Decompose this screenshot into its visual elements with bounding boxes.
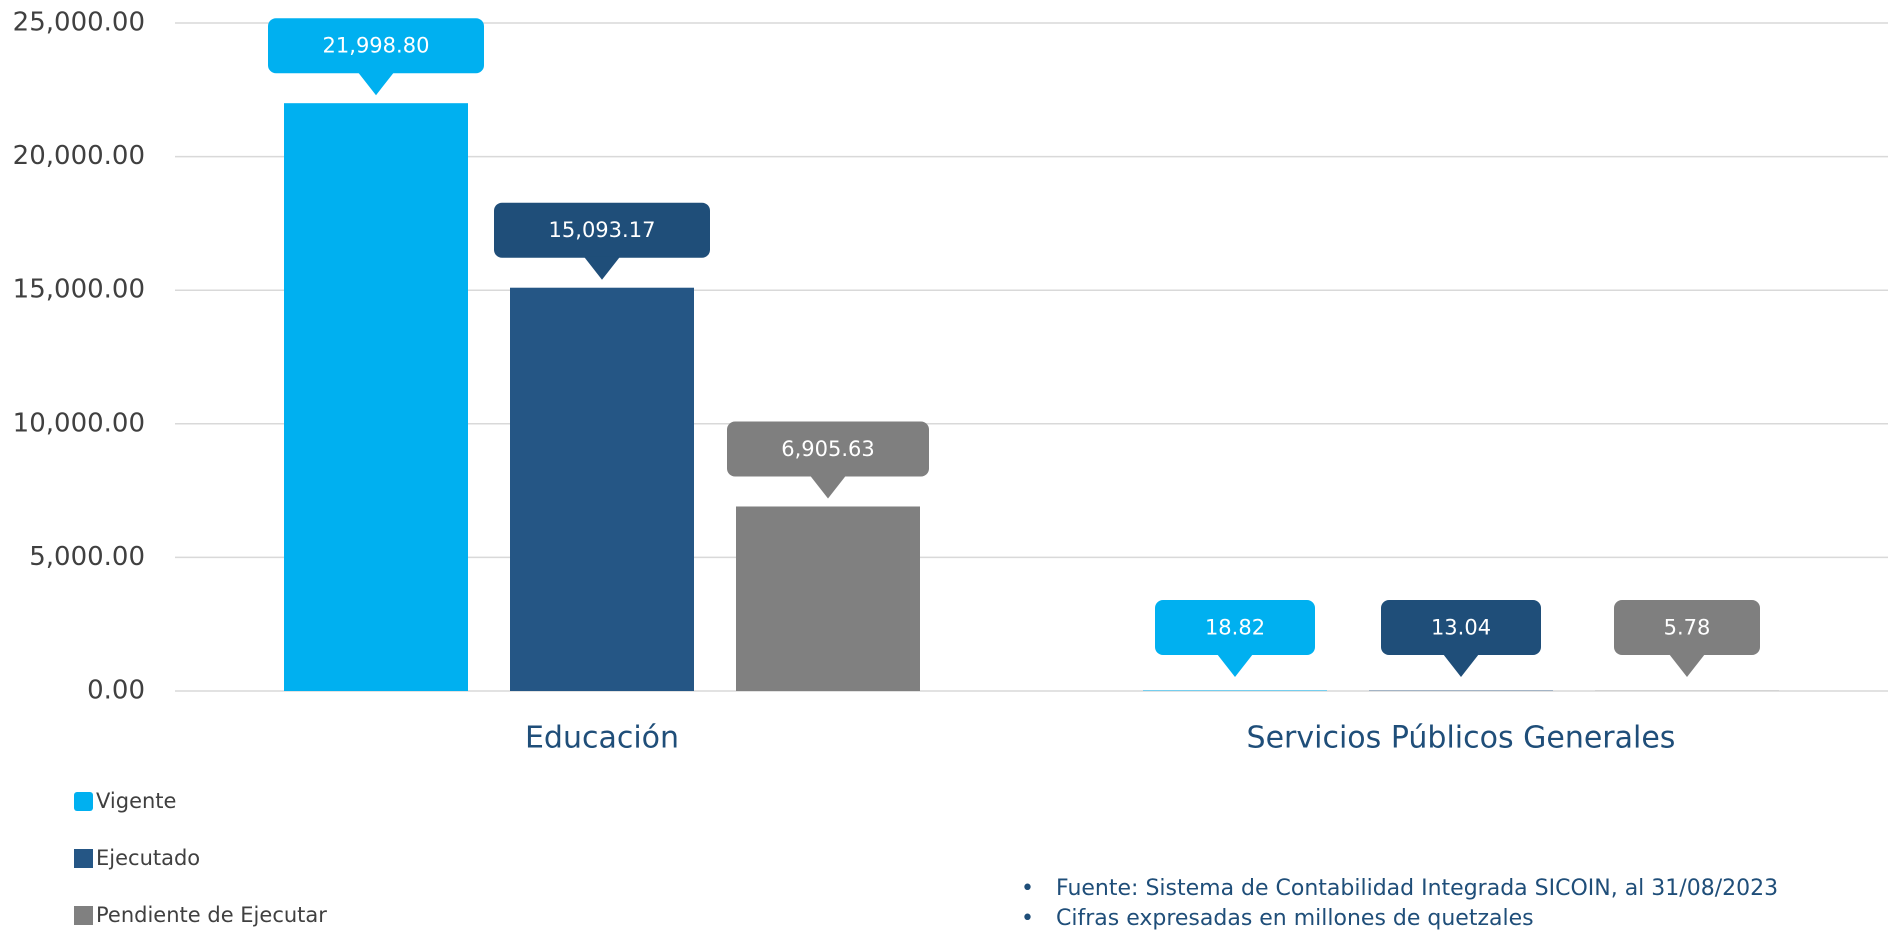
x-tick-label: Educación [525, 721, 679, 756]
note: Fuente: Sistema de Contabilidad Integrad… [1056, 876, 1778, 901]
data-label-box [268, 18, 484, 74]
y-tick-label: 15,000.00 [13, 275, 145, 305]
data-label: 18.82 [1205, 616, 1265, 640]
data-label: 21,998.80 [323, 34, 430, 58]
data-label-pointer [1217, 654, 1253, 677]
data-label-box [1381, 600, 1541, 655]
data-label-pointer [1669, 654, 1705, 677]
data-label: 6,905.63 [781, 437, 875, 461]
data-label: 5.78 [1664, 616, 1711, 640]
y-tick-label: 5,000.00 [29, 542, 145, 572]
y-tick-label: 10,000.00 [13, 408, 145, 438]
note: Cifras expresadas en millones de quetzal… [1056, 906, 1534, 931]
legend-label: Ejecutado [96, 846, 200, 870]
data-label-pointer [584, 256, 620, 280]
data-label-pointer [1443, 654, 1479, 677]
y-tick-label: 25,000.00 [13, 8, 145, 38]
y-tick-label: 20,000.00 [13, 141, 145, 171]
y-tick-label: 0.00 [87, 676, 145, 706]
data-label-box [494, 202, 710, 258]
data-label-box [1155, 600, 1315, 655]
data-label: 15,093.17 [549, 218, 656, 242]
bar [284, 103, 468, 691]
x-tick-label: Servicios Públicos Generales [1247, 721, 1676, 756]
data-label-pointer [358, 72, 394, 96]
note-bullet: • [1021, 906, 1034, 931]
note-bullet: • [1021, 876, 1034, 901]
legend-swatch [74, 792, 93, 811]
data-label-box [1614, 600, 1760, 655]
bar [1143, 690, 1327, 691]
data-label-box [727, 421, 929, 477]
bar [510, 287, 694, 691]
bar [736, 506, 920, 691]
legend-label: Pendiente de Ejecutar [96, 903, 327, 927]
legend-swatch [74, 906, 93, 925]
legend-swatch [74, 849, 93, 868]
legend-label: Vigente [96, 789, 176, 813]
data-label-pointer [810, 475, 846, 499]
data-label: 13.04 [1431, 616, 1491, 640]
